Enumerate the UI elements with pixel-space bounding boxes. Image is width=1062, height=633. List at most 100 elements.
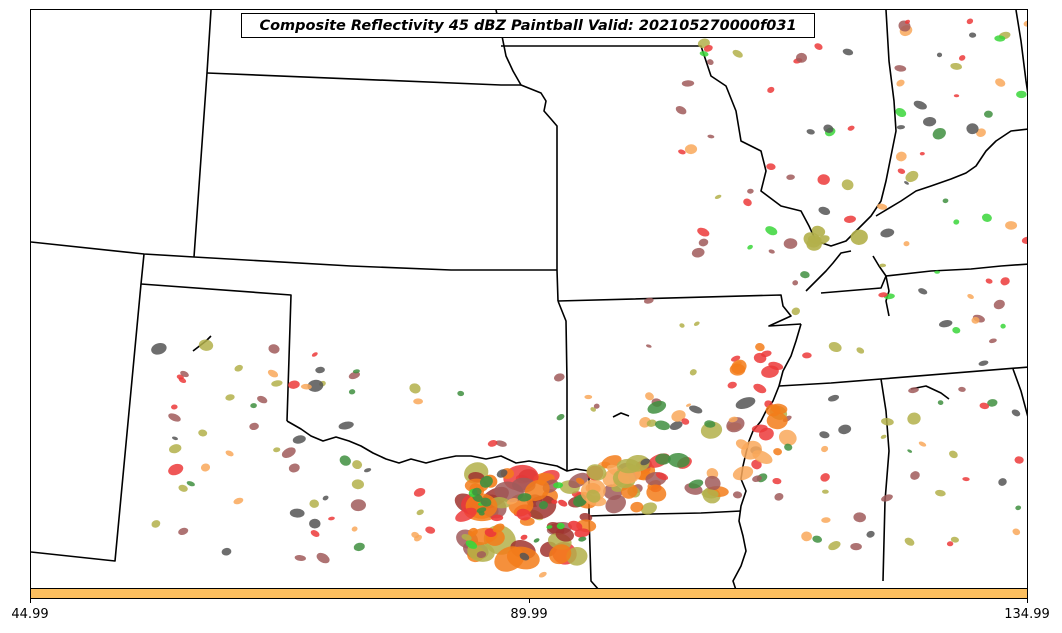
storm-cell xyxy=(783,238,798,249)
storm-cell xyxy=(168,463,184,476)
storm-cell xyxy=(348,371,361,380)
storm-cell xyxy=(476,551,487,559)
storm-cell xyxy=(249,422,259,431)
storm-cell xyxy=(766,163,776,171)
storm-cell xyxy=(768,249,775,254)
storm-cell xyxy=(904,181,909,185)
storm-cell xyxy=(1005,221,1018,230)
storm-cell xyxy=(953,219,960,225)
storm-cell xyxy=(878,292,888,298)
storm-cell xyxy=(554,373,565,382)
storm-cell xyxy=(579,513,593,522)
storm-cell xyxy=(786,174,795,180)
storm-cell xyxy=(971,316,980,324)
storm-cell xyxy=(896,79,905,87)
storm-cell xyxy=(271,380,283,387)
storm-cell xyxy=(714,194,722,200)
storm-cell xyxy=(847,125,855,131)
storm-cell xyxy=(586,464,607,481)
storm-cell xyxy=(476,507,487,513)
storm-cell xyxy=(923,116,937,127)
storm-cell xyxy=(731,359,747,374)
storm-cell xyxy=(698,238,709,247)
storm-cell xyxy=(821,445,829,453)
storm-cell xyxy=(1016,90,1027,99)
colorbar-tick-label: 134.99 xyxy=(1004,607,1050,622)
colorbar-tick xyxy=(30,599,31,603)
colorbar xyxy=(30,588,1028,599)
storm-cell xyxy=(151,342,167,355)
storm-cell xyxy=(995,78,1006,87)
storm-cell xyxy=(942,198,949,204)
border-line xyxy=(1015,10,1027,94)
storm-cell xyxy=(645,392,654,401)
storm-cell xyxy=(844,215,856,223)
storm-cell xyxy=(952,327,961,334)
storm-cell xyxy=(472,487,482,496)
storm-cell xyxy=(416,509,424,516)
storm-cell xyxy=(273,447,281,453)
storm-cell xyxy=(348,389,356,395)
storm-cell xyxy=(586,489,601,503)
storm-cell xyxy=(307,379,324,392)
storm-cell xyxy=(751,459,762,470)
border-line xyxy=(495,10,559,302)
storm-cell xyxy=(684,144,698,155)
storm-cell xyxy=(704,475,721,491)
storm-cell xyxy=(288,380,300,389)
storm-cell xyxy=(546,525,553,529)
storm-cell xyxy=(1000,277,1010,286)
storm-cell xyxy=(257,395,268,404)
storm-cell xyxy=(667,452,690,468)
storm-cell xyxy=(850,229,868,245)
storm-cell xyxy=(752,475,762,483)
storm-cell xyxy=(289,508,305,518)
storm-cell xyxy=(309,518,321,529)
storm-cell xyxy=(234,364,243,372)
storm-cell xyxy=(281,447,296,458)
state-boundaries xyxy=(31,10,1027,588)
storm-cell xyxy=(461,534,472,541)
storm-cell xyxy=(880,434,887,439)
border-line xyxy=(1012,368,1027,417)
storm-cell xyxy=(828,341,842,353)
storm-cell xyxy=(908,387,919,394)
storm-cell xyxy=(506,498,518,505)
storm-cell xyxy=(646,419,657,427)
storm-cell xyxy=(364,468,372,473)
storm-cell xyxy=(1014,456,1024,464)
storm-cell xyxy=(728,416,738,423)
storm-cell xyxy=(198,339,214,351)
storm-cell xyxy=(479,475,493,488)
storm-cell xyxy=(689,405,703,414)
storm-cell xyxy=(817,174,830,185)
border-line xyxy=(910,385,950,400)
storm-cell xyxy=(905,170,919,183)
storm-cell xyxy=(896,125,905,130)
storm-cell xyxy=(1023,20,1027,27)
storm-cell xyxy=(819,431,830,439)
storm-cell xyxy=(894,65,907,72)
storm-cell xyxy=(221,547,232,556)
storm-cell xyxy=(171,436,179,441)
border-line xyxy=(820,263,1027,294)
storm-cell xyxy=(1000,323,1006,329)
storm-cell xyxy=(838,424,852,435)
storm-cell xyxy=(180,370,189,378)
storm-cell xyxy=(699,51,709,57)
storm-cell xyxy=(773,448,782,456)
storm-cell xyxy=(753,383,767,394)
storm-cell xyxy=(455,507,477,522)
storm-cell xyxy=(969,32,977,38)
storm-cell xyxy=(818,206,831,215)
storm-cell xyxy=(937,400,944,406)
storm-cell xyxy=(575,477,585,485)
storm-cell xyxy=(492,523,505,533)
storm-cell xyxy=(584,394,593,400)
storm-cell xyxy=(688,479,704,489)
storm-cell xyxy=(655,453,671,465)
storm-cell xyxy=(643,297,654,304)
storm-cell xyxy=(979,402,990,410)
storm-cell xyxy=(178,484,188,492)
storm-cell xyxy=(533,538,540,543)
